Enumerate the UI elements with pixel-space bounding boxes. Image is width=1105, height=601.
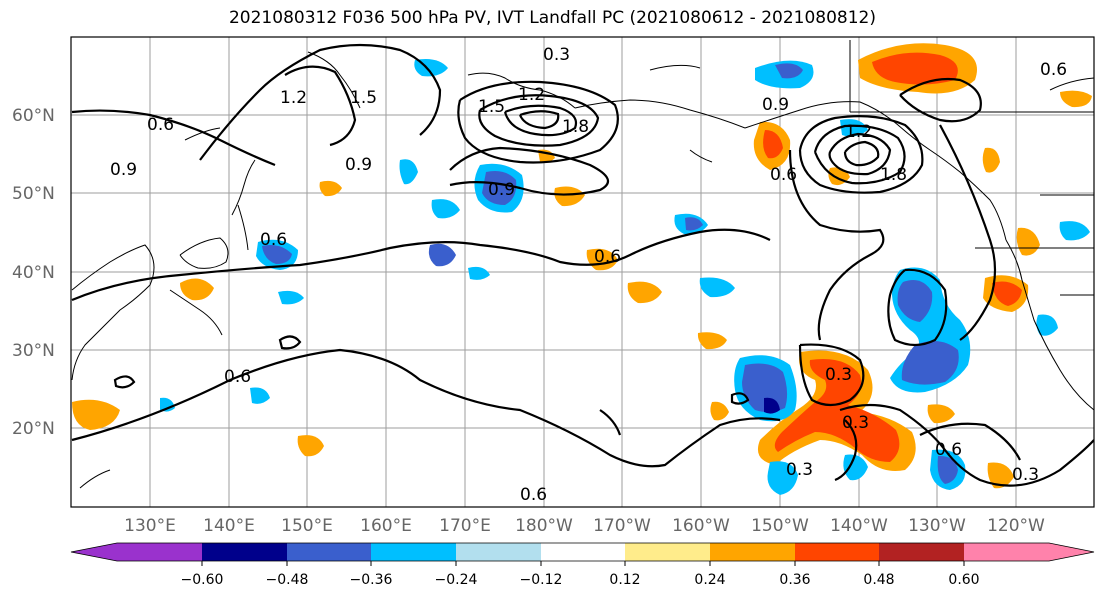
lon-label: 160°E — [360, 516, 412, 536]
contour-label: 0.3 — [543, 45, 570, 65]
lon-label: 170°W — [593, 516, 651, 536]
contour-label: 0.3 — [786, 460, 813, 480]
colorbar-segment — [456, 543, 541, 561]
contour-label: 0.3 — [825, 365, 852, 385]
coastlines — [71, 40, 1094, 489]
contour-label: 1.2 — [845, 122, 872, 142]
colorbar-segment — [710, 543, 795, 561]
colorbar-tick-label: 0.60 — [948, 572, 979, 588]
colorbar-segment — [202, 543, 287, 561]
colorbar-tick-label: −0.24 — [435, 572, 478, 588]
colorbar-tick-label: 0.48 — [863, 572, 894, 588]
colorbar-segment — [117, 543, 202, 561]
map-frame — [70, 36, 1095, 508]
contour-label: 0.3 — [1012, 465, 1039, 485]
contour-label: 0.6 — [224, 367, 251, 387]
lon-label: 140°E — [203, 516, 255, 536]
contour-label: 0.6 — [147, 115, 174, 135]
colorbar-segment — [371, 543, 456, 561]
lon-label: 150°E — [281, 516, 333, 536]
contour-label: 0.6 — [935, 440, 962, 460]
pv-contour-labels: 0.6 1.2 1.5 0.3 0.9 1.5 1.2 1.8 0.9 0.9 … — [110, 45, 1067, 505]
colorbar-tick-label: 0.24 — [694, 572, 725, 588]
colorbar-tick-label: −0.12 — [520, 572, 563, 588]
colorbar-extend-low — [71, 543, 117, 561]
colorbar-segment — [964, 543, 1049, 561]
lon-label: 120°W — [987, 516, 1045, 536]
ivt-negative-fill — [160, 59, 1090, 495]
colorbar-segment — [795, 543, 879, 561]
colorbar-tick-label: −0.36 — [350, 572, 393, 588]
colorbar: −0.60 −0.48 −0.36 −0.24 −0.12 0.12 0.24 … — [70, 542, 1095, 588]
contour-label: 0.9 — [345, 155, 372, 175]
lon-label: 130°E — [124, 516, 176, 536]
lat-label: 60°N — [12, 106, 55, 126]
contour-label: 0.9 — [762, 95, 789, 115]
contour-label: 1.8 — [562, 117, 589, 137]
contour-label: 1.5 — [478, 97, 505, 117]
contour-label: 0.6 — [1040, 60, 1067, 80]
lat-label: 50°N — [12, 184, 55, 204]
colorbar-tick-label: −0.60 — [181, 572, 224, 588]
latitude-labels: 60°N 50°N 40°N 30°N 20°N — [12, 106, 55, 439]
contour-label: 0.3 — [842, 413, 869, 433]
contour-label: 0.6 — [520, 485, 547, 505]
lon-label: 180°W — [515, 516, 573, 536]
contour-label: 1.5 — [350, 88, 377, 108]
contour-label: 0.9 — [110, 160, 137, 180]
contour-label: 0.6 — [594, 247, 621, 267]
colorbar-segment — [541, 543, 625, 561]
lat-label: 20°N — [12, 419, 55, 439]
lon-label: 130°W — [908, 516, 966, 536]
colorbar-segment — [879, 543, 964, 561]
colorbar-tick-label: −0.48 — [266, 572, 309, 588]
longitude-labels: 130°E 140°E 150°E 160°E 170°E 180°W 170°… — [124, 516, 1045, 536]
colorbar-tick-label: 0.36 — [779, 572, 810, 588]
colorbar-ticks — [201, 561, 965, 566]
contour-label: 1.8 — [880, 165, 907, 185]
contour-label: 1.2 — [280, 88, 307, 108]
colorbar-segment — [287, 543, 371, 561]
chart-title: 2021080312 F036 500 hPa PV, IVT Landfall… — [228, 8, 876, 28]
contour-label: 0.9 — [488, 180, 515, 200]
lat-label: 30°N — [12, 341, 55, 361]
lon-label: 160°W — [672, 516, 730, 536]
graticule — [71, 37, 1094, 507]
contour-label: 0.6 — [260, 230, 287, 250]
contour-label: 0.6 — [770, 165, 797, 185]
lon-label: 140°W — [830, 516, 888, 536]
colorbar-tick-label: 0.12 — [609, 572, 640, 588]
colorbar-segment — [625, 543, 710, 561]
lat-label: 40°N — [12, 263, 55, 283]
colorbar-extend-high — [1049, 543, 1094, 561]
contour-label: 1.2 — [518, 85, 545, 105]
pv-contours — [71, 43, 1094, 487]
lon-label: 170°E — [439, 516, 491, 536]
lon-label: 150°W — [751, 516, 809, 536]
